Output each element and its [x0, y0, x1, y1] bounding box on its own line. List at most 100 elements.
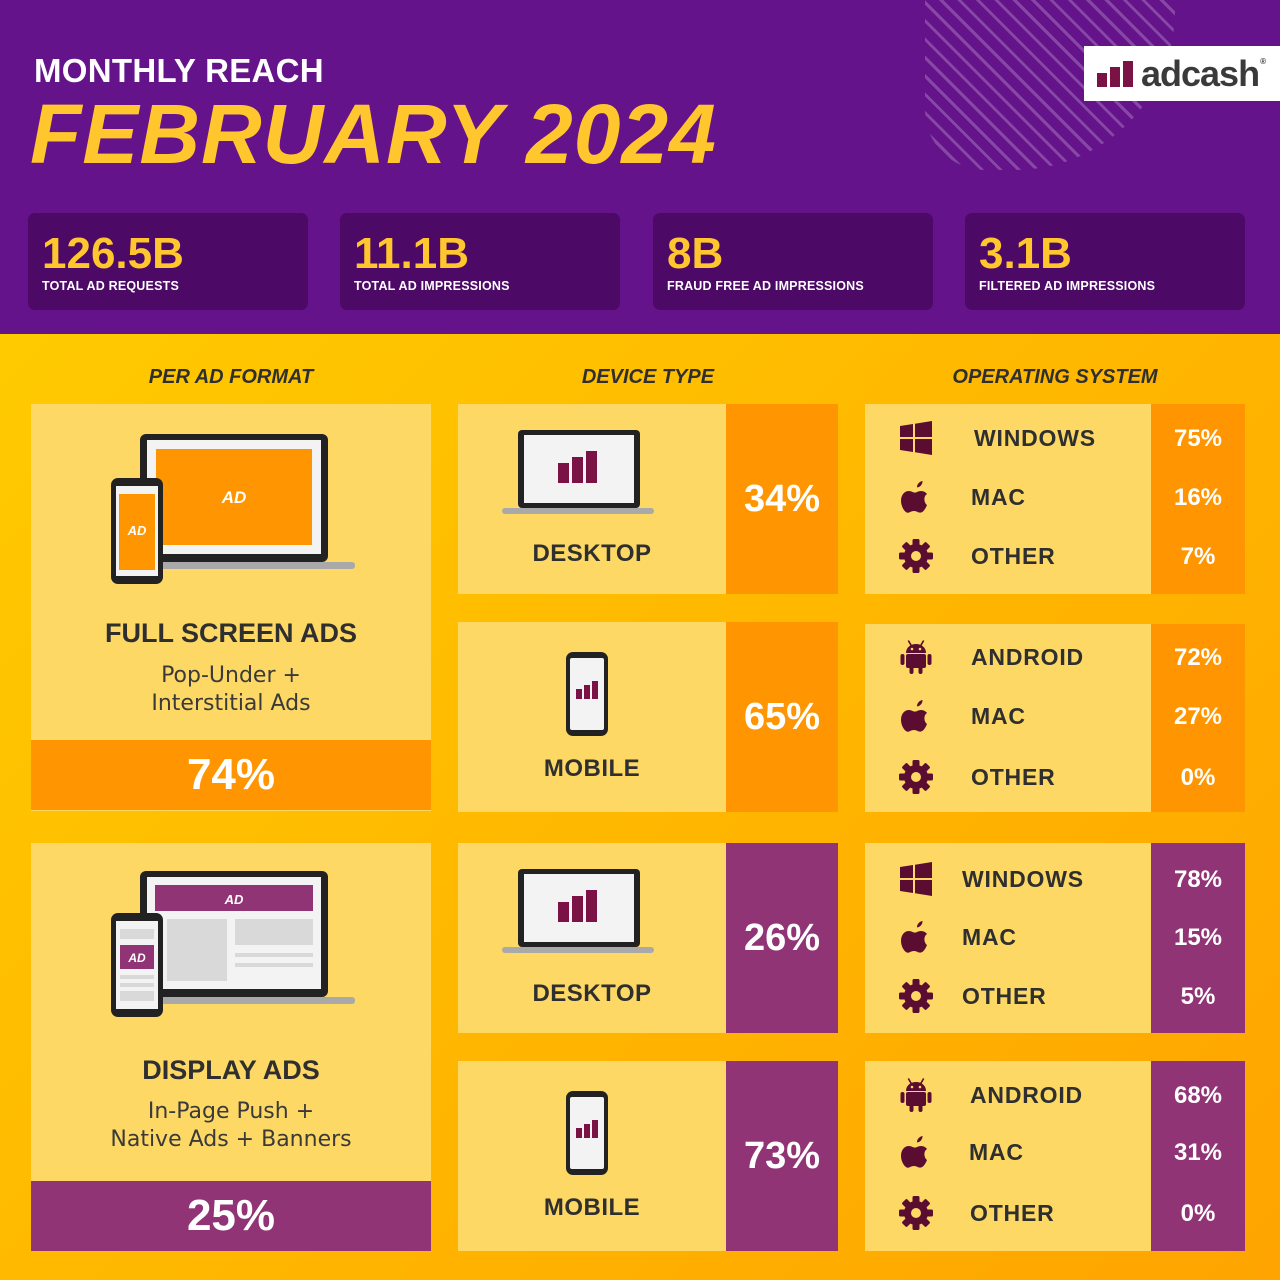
format-name: FULL SCREEN ADS	[104, 618, 358, 648]
os-percent-strip	[1151, 624, 1245, 812]
os-name: OTHER	[971, 764, 1056, 790]
device-card-full-screen-mobile: MOBILE 65%	[458, 622, 838, 812]
android-icon	[900, 1078, 932, 1112]
os-name: ANDROID	[970, 1082, 1083, 1108]
os-row: MAC 27%	[865, 696, 1245, 736]
laptop-chart-icon	[502, 430, 654, 514]
apple-icon	[901, 700, 927, 732]
os-row: OTHER 5%	[865, 976, 1245, 1016]
device-percent: 65%	[726, 622, 838, 812]
column-title-device: DEVICE TYPE	[581, 366, 715, 388]
os-row: MAC 16%	[865, 477, 1245, 517]
stat-label: TOTAL AD REQUESTS	[42, 279, 179, 293]
os-name: WINDOWS	[962, 866, 1084, 892]
os-card-full-screen-mobile: ANDROID 72% MAC 27% OTHER 0%	[865, 624, 1245, 812]
os-name: MAC	[962, 924, 1017, 950]
desktop-ad-label: AD	[221, 488, 247, 507]
phone-ad-label: AD	[127, 951, 146, 965]
os-percent: 0%	[1180, 1200, 1216, 1227]
laptop-chart-icon	[502, 869, 654, 953]
display-ad-illustration: AD AD	[111, 871, 355, 1017]
stat-value: 126.5B	[42, 229, 184, 278]
format-percent: 74%	[31, 740, 431, 810]
stat-value: 3.1B	[979, 229, 1072, 278]
os-row: WINDOWS 78%	[865, 859, 1245, 899]
os-percent: 31%	[1173, 1139, 1223, 1166]
stat-card-filtered: 3.1B FILTERED AD IMPRESSIONS	[965, 213, 1245, 310]
column-title-format: PER AD FORMAT	[148, 366, 314, 388]
os-name: ANDROID	[971, 644, 1084, 670]
apple-icon	[901, 1136, 927, 1168]
phone-chart-icon	[566, 1091, 608, 1175]
gear-icon	[899, 760, 933, 794]
format-description-line-1: Pop-Under +	[161, 663, 301, 688]
os-name: OTHER	[970, 1200, 1055, 1226]
os-name: MAC	[971, 484, 1026, 510]
os-name: WINDOWS	[974, 425, 1096, 451]
stat-value: 8B	[667, 229, 724, 278]
gear-icon	[899, 539, 933, 573]
desktop-ad-label: AD	[224, 892, 244, 907]
format-name: DISPLAY ADS	[142, 1055, 320, 1085]
full-screen-ad-illustration: AD AD	[111, 434, 355, 584]
format-description-line-2: Interstitial Ads	[151, 691, 311, 716]
format-card-full-screen: AD AD FULL SCREEN ADS Pop-Under + Inters…	[31, 404, 431, 811]
logo-bars-icon	[1097, 60, 1137, 87]
os-percent: 15%	[1173, 924, 1223, 951]
phone-ad-label: AD	[127, 523, 147, 538]
os-row: WINDOWS 75%	[865, 418, 1245, 458]
android-icon	[900, 640, 932, 674]
page-subtitle: MONTHLY REACH	[34, 52, 324, 89]
os-row: MAC 31%	[865, 1132, 1245, 1172]
windows-icon	[900, 862, 932, 896]
os-percent: 5%	[1180, 983, 1216, 1010]
stat-label: TOTAL AD IMPRESSIONS	[354, 279, 510, 293]
os-row: ANDROID 72%	[865, 637, 1245, 677]
apple-icon	[901, 481, 927, 513]
device-percent: 26%	[726, 843, 838, 1033]
os-percent: 16%	[1173, 484, 1223, 511]
logo-wordmark: adcash ®	[1141, 52, 1266, 94]
os-percent-strip	[1151, 404, 1245, 594]
device-card-display-mobile: MOBILE 73%	[458, 1061, 838, 1251]
format-description-line-1: In-Page Push +	[147, 1099, 315, 1124]
os-card-full-screen-desktop: WINDOWS 75% MAC 16% OTHER 7%	[865, 404, 1245, 594]
device-card-full-screen-desktop: DESKTOP 34%	[458, 404, 838, 594]
format-card-display: AD AD DISPLAY ADS In-Page Push + Native …	[31, 843, 431, 1251]
gear-icon	[899, 979, 933, 1013]
os-percent: 78%	[1173, 866, 1223, 893]
gear-icon	[899, 1196, 933, 1230]
page-title: FEBRUARY 2024	[30, 87, 717, 181]
os-name: MAC	[971, 703, 1026, 729]
os-row: OTHER 7%	[865, 536, 1245, 576]
os-name: OTHER	[971, 543, 1056, 569]
os-card-display-desktop: WINDOWS 78% MAC 15% OTHER 5%	[865, 843, 1245, 1033]
apple-icon	[901, 921, 927, 953]
os-row: OTHER 0%	[865, 757, 1245, 797]
stat-label: FILTERED AD IMPRESSIONS	[979, 279, 1156, 293]
os-percent-strip	[1151, 843, 1245, 1033]
os-percent: 72%	[1173, 644, 1223, 671]
os-name: OTHER	[962, 983, 1047, 1009]
device-percent: 34%	[726, 404, 838, 594]
stat-label: FRAUD FREE AD IMPRESSIONS	[667, 279, 864, 293]
adcash-logo: adcash ®	[1084, 46, 1280, 101]
os-percent-strip	[1151, 1061, 1245, 1251]
stat-value: 11.1B	[354, 229, 469, 278]
stat-card-total-impressions: 11.1B TOTAL AD IMPRESSIONS	[340, 213, 620, 310]
column-title-os: OPERATING SYSTEM	[952, 366, 1158, 388]
os-row: OTHER 0%	[865, 1193, 1245, 1233]
device-percent: 73%	[726, 1061, 838, 1251]
os-percent: 27%	[1173, 703, 1223, 730]
os-percent: 75%	[1173, 425, 1223, 452]
os-row: MAC 15%	[865, 917, 1245, 957]
os-percent: 68%	[1173, 1082, 1223, 1109]
header-banner: MONTHLY REACH FEBRUARY 2024 adcash ® 126.…	[0, 0, 1280, 334]
device-label: DESKTOP	[532, 540, 652, 567]
format-percent: 25%	[31, 1181, 431, 1251]
device-card-display-desktop: DESKTOP 26%	[458, 843, 838, 1033]
os-card-display-mobile: ANDROID 68% MAC 31% OTHER 0%	[865, 1061, 1245, 1251]
phone-chart-icon	[566, 652, 608, 736]
os-percent: 0%	[1180, 764, 1216, 791]
windows-icon	[900, 421, 932, 455]
